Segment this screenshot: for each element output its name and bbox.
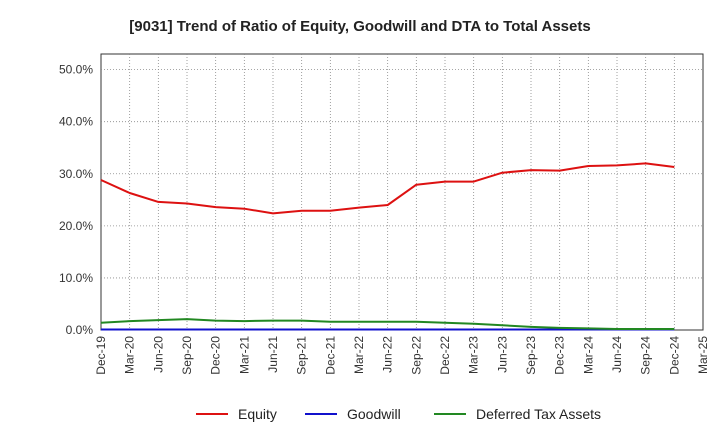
x-tick-label: Dec-21 — [323, 336, 337, 375]
x-tick-label: Dec-20 — [209, 336, 223, 375]
x-tick-label: Mar-24 — [581, 336, 595, 374]
y-tick-label: 50.0% — [59, 63, 93, 77]
x-tick-label: Dec-23 — [553, 336, 567, 375]
legend-label-equity: Equity — [238, 406, 277, 422]
y-tick-label: 40.0% — [59, 115, 93, 129]
x-tick-label: Jun-24 — [610, 336, 624, 373]
y-tick-label: 0.0% — [66, 323, 94, 337]
legend-label-goodwill: Goodwill — [347, 406, 401, 422]
x-tick-label: Sep-23 — [524, 336, 538, 375]
legend-label-deferred-tax-assets: Deferred Tax Assets — [476, 406, 601, 422]
x-tick-label: Sep-21 — [295, 336, 309, 375]
x-tick-label: Dec-24 — [667, 336, 681, 375]
chart-title: [9031] Trend of Ratio of Equity, Goodwil… — [129, 18, 590, 35]
plot-area — [100, 53, 704, 331]
x-tick-label: Sep-24 — [639, 336, 653, 375]
x-tick-label: Jun-23 — [495, 336, 509, 373]
x-tick-label: Sep-22 — [409, 336, 423, 375]
x-tick-label: Jun-20 — [151, 336, 165, 373]
series-line-deferred-tax-assets — [100, 318, 675, 330]
grid-layer — [100, 53, 704, 331]
chart-legend: Equity Goodwill Deferred Tax Assets — [196, 406, 601, 422]
x-tick-label: Jun-22 — [381, 336, 395, 373]
series-line-equity — [100, 162, 675, 215]
x-tick-label: Jun-21 — [266, 336, 280, 373]
x-tick-label: Sep-20 — [180, 336, 194, 375]
x-tick-label: Mar-21 — [237, 336, 251, 374]
x-tick-label: Mar-20 — [123, 336, 137, 374]
x-tick-label: Mar-25 — [696, 336, 710, 374]
x-tick-label: Dec-22 — [438, 336, 452, 375]
x-tick-label: Mar-22 — [352, 336, 366, 374]
y-tick-label: 30.0% — [59, 167, 93, 181]
y-tick-label: 10.0% — [59, 271, 93, 285]
axis-layer: 0.0% 10.0% 20.0% 30.0% 40.0% 50.0% Dec-19 Mar-2… — [59, 63, 710, 375]
y-tick-label: 20.0% — [59, 219, 93, 233]
x-tick-label: Mar-23 — [467, 336, 481, 374]
x-tick-label: Dec-19 — [94, 336, 108, 375]
series-layer — [100, 162, 675, 331]
